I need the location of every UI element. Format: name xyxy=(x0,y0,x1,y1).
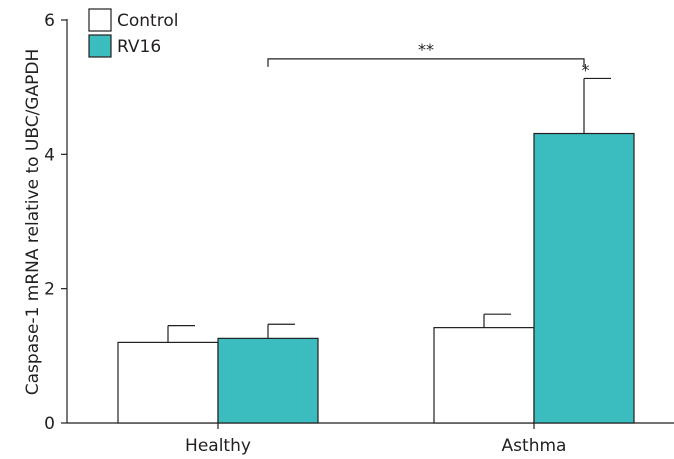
bar-control-asthma xyxy=(433,327,535,424)
x-ticks: Healthy Asthma xyxy=(185,423,566,456)
bar-rv16-healthy xyxy=(217,337,319,424)
legend-swatch-rv16 xyxy=(88,34,112,58)
bar-control-healthy xyxy=(117,341,219,424)
y-tick-label: 2 xyxy=(44,280,55,300)
legend-swatch-control xyxy=(88,8,112,32)
legend: Control RV16 xyxy=(88,8,178,58)
y-tick-label: 4 xyxy=(44,145,55,165)
y-tick-label: 6 xyxy=(44,11,55,31)
significance-bracket xyxy=(267,58,585,67)
bars xyxy=(117,77,635,424)
bar-rv16-asthma xyxy=(533,132,635,424)
y-axis-label: Caspase-1 mRNA relative to UBC/GAPDH xyxy=(23,49,43,395)
legend-label-control: Control xyxy=(117,11,178,31)
y-ticks: 0 2 4 6 xyxy=(44,11,67,434)
y-tick-label: 0 xyxy=(44,414,55,434)
legend-label-rv16: RV16 xyxy=(117,37,161,57)
significance-label: ** xyxy=(418,40,434,59)
x-tick-label: Asthma xyxy=(502,436,567,456)
x-tick-label: Healthy xyxy=(185,436,251,456)
significance-annotations: *** xyxy=(267,40,590,79)
significance-star: * xyxy=(582,60,590,79)
